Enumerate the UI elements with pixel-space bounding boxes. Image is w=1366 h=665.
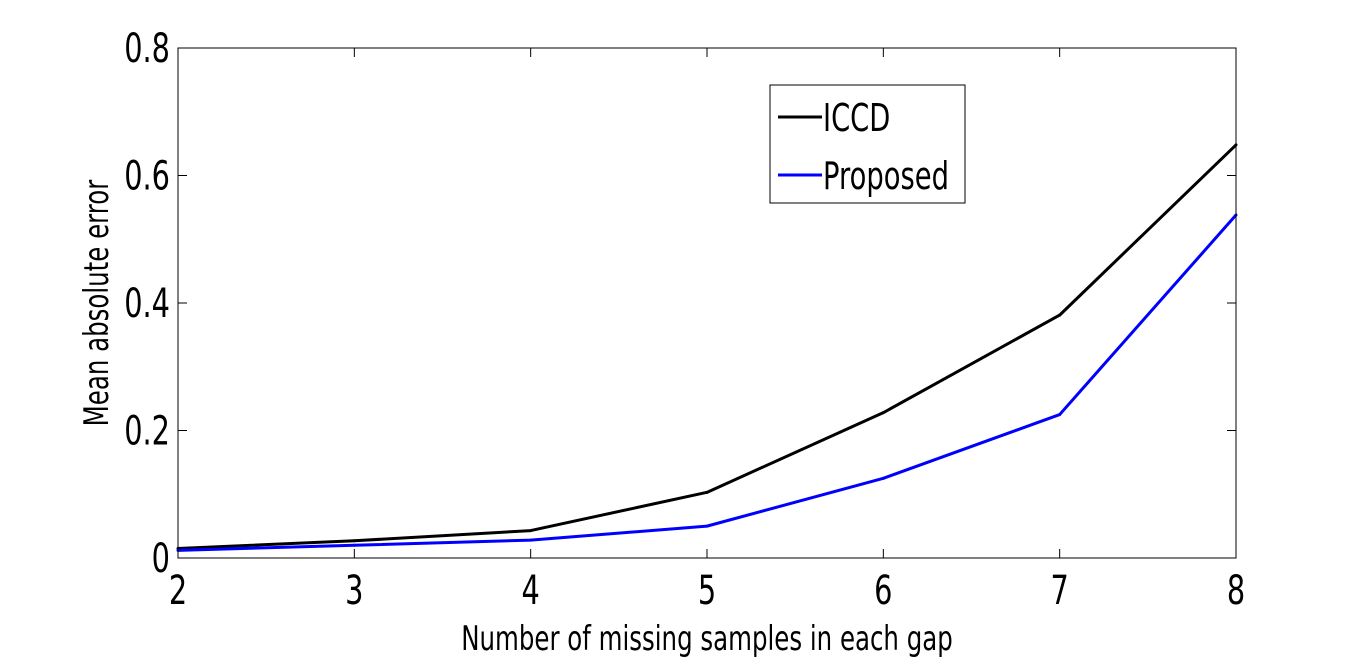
y-axis-label: Mean absolute error bbox=[77, 179, 116, 426]
data-point-proposed bbox=[705, 524, 709, 528]
data-point-iccd bbox=[705, 490, 709, 494]
legend-label-proposed: Proposed bbox=[823, 153, 949, 198]
data-point-iccd bbox=[881, 411, 885, 415]
x-tick-label: 5 bbox=[698, 568, 716, 614]
data-point-iccd bbox=[1058, 313, 1062, 317]
data-point-proposed bbox=[881, 476, 885, 480]
y-tick-label: 0.6 bbox=[124, 154, 170, 200]
data-point-proposed bbox=[352, 543, 356, 547]
x-tick-label: 4 bbox=[522, 568, 540, 614]
tick-labels: 2 3 4 5 6 7 8 0 0.2 0.4 0.6 0.8 bbox=[124, 26, 1245, 614]
y-tick-label: 0 bbox=[152, 536, 170, 582]
legend: ICCD Proposed bbox=[769, 84, 966, 204]
data-point-iccd bbox=[529, 529, 533, 533]
plot-area bbox=[178, 48, 1236, 558]
y-tick-label: 0.8 bbox=[124, 26, 170, 72]
x-tick-label: 3 bbox=[345, 568, 363, 614]
data-point-iccd bbox=[352, 539, 356, 543]
y-tick-label: 0.2 bbox=[124, 409, 170, 455]
x-tick-label: 8 bbox=[1227, 568, 1245, 614]
legend-label-iccd: ICCD bbox=[823, 95, 890, 140]
data-point-proposed bbox=[529, 538, 533, 542]
x-tick-label: 6 bbox=[874, 568, 892, 614]
plot-frame bbox=[177, 47, 1237, 559]
data-point-proposed bbox=[1058, 413, 1062, 417]
x-tick-label: 2 bbox=[169, 568, 187, 614]
legend-box bbox=[769, 84, 966, 204]
x-tick-label: 7 bbox=[1051, 568, 1069, 614]
x-axis-label: Number of missing samples in each gap bbox=[461, 619, 953, 658]
y-tick-label: 0.4 bbox=[124, 281, 170, 327]
